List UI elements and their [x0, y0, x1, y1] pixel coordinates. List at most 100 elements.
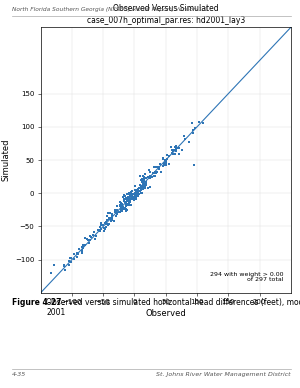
Point	[102, 225, 106, 231]
Point	[164, 159, 169, 166]
Point	[151, 173, 156, 179]
Point	[148, 173, 153, 180]
Point	[106, 221, 111, 227]
Point	[86, 237, 91, 243]
Point	[186, 139, 191, 145]
Point	[126, 197, 131, 203]
Point	[124, 207, 129, 213]
Point	[144, 179, 148, 185]
Point	[130, 191, 135, 197]
Point	[118, 199, 122, 205]
Point	[158, 169, 163, 175]
Point	[127, 193, 132, 199]
Point	[80, 249, 84, 255]
Point	[124, 201, 128, 207]
Point	[52, 262, 57, 268]
Point	[113, 209, 118, 215]
Point	[137, 185, 142, 191]
Point	[128, 190, 133, 196]
Point	[67, 258, 72, 264]
Point	[127, 196, 132, 202]
Point	[138, 185, 143, 191]
Point	[106, 215, 111, 222]
Point	[62, 267, 67, 273]
Title: Observed Versus Simulated
case_007h_optimal_par.res: hd2001_lay3: Observed Versus Simulated case_007h_opti…	[87, 4, 245, 25]
Point	[142, 177, 147, 184]
Point	[94, 233, 98, 239]
Point	[172, 147, 177, 153]
Point	[127, 201, 132, 207]
Point	[110, 211, 115, 217]
Point	[72, 251, 76, 257]
Point	[173, 151, 178, 157]
Text: Figure 4-27.: Figure 4-27.	[12, 298, 64, 307]
Point	[173, 146, 178, 152]
Point	[98, 224, 103, 230]
Point	[134, 189, 139, 195]
Point	[132, 194, 137, 201]
Point	[126, 194, 130, 200]
Point	[190, 130, 195, 137]
Point	[152, 173, 157, 180]
Point	[142, 171, 147, 178]
Point	[87, 232, 92, 239]
Point	[148, 184, 152, 190]
Point	[106, 222, 110, 229]
Point	[129, 189, 134, 195]
Point	[190, 120, 195, 126]
Point	[158, 161, 162, 167]
Point	[101, 222, 106, 229]
Point	[191, 126, 196, 133]
Point	[88, 234, 93, 240]
Point	[122, 199, 127, 205]
Point	[134, 188, 139, 194]
Point	[75, 254, 80, 260]
Point	[118, 203, 123, 209]
Point	[128, 197, 132, 204]
Point	[148, 175, 152, 182]
Point	[128, 192, 132, 199]
Point	[170, 151, 175, 157]
Point	[174, 147, 178, 154]
Point	[141, 173, 146, 179]
Point	[105, 213, 110, 220]
Point	[109, 218, 113, 224]
Point	[152, 169, 157, 175]
Point	[117, 209, 122, 215]
Point	[142, 184, 146, 190]
Point	[176, 145, 181, 151]
Point	[139, 176, 144, 182]
Point	[137, 185, 142, 191]
Point	[150, 173, 155, 180]
Point	[134, 187, 139, 193]
Point	[114, 210, 119, 217]
Point	[115, 211, 119, 218]
Point	[110, 214, 115, 220]
Point	[105, 217, 110, 223]
Point	[146, 185, 150, 191]
Point	[130, 195, 135, 201]
Point	[119, 204, 124, 210]
Point	[140, 179, 145, 185]
Point	[121, 204, 126, 210]
Point	[75, 250, 80, 256]
Point	[136, 187, 141, 193]
Point	[118, 207, 123, 213]
Text: Observed versus simulated horizontal head differences (feet), model Layer 3,: Observed versus simulated horizontal hea…	[46, 298, 300, 307]
Point	[173, 144, 178, 151]
Point	[142, 183, 147, 189]
Point	[138, 188, 143, 194]
Point	[138, 182, 143, 188]
Point	[143, 181, 148, 187]
Point	[122, 206, 127, 212]
Point	[131, 194, 136, 201]
Point	[142, 175, 147, 182]
Point	[126, 194, 130, 201]
Point	[135, 191, 140, 197]
Point	[98, 227, 103, 234]
Point	[134, 189, 139, 195]
Point	[164, 158, 168, 165]
Point	[127, 202, 132, 208]
Point	[107, 216, 112, 222]
Point	[142, 178, 146, 184]
